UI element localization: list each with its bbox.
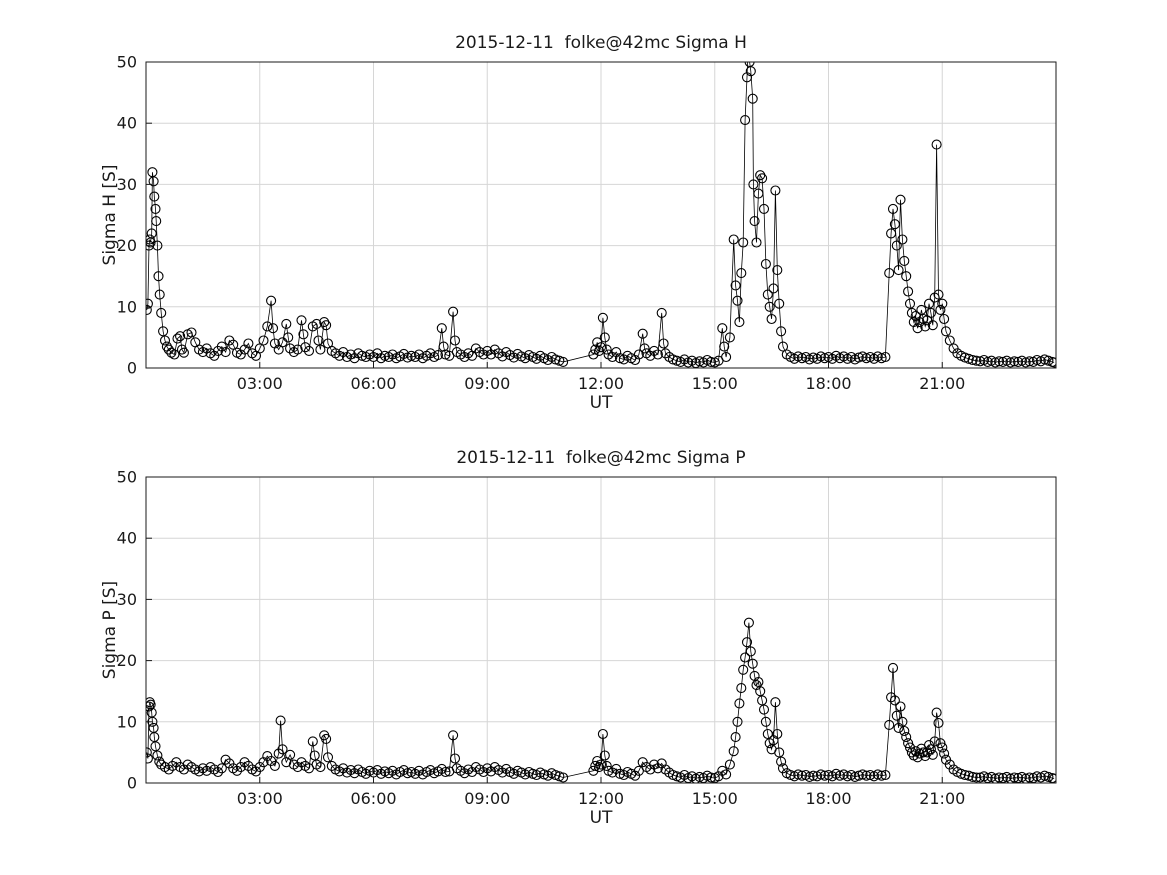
y-tick-label: 0: [127, 774, 137, 793]
y-tick-label: 20: [117, 236, 137, 255]
x-tick-label: 21:00: [919, 789, 965, 808]
sigma-p-ylabel: Sigma P [S]: [100, 580, 120, 680]
sigma-h-ylabel: Sigma H [S]: [100, 164, 120, 266]
y-tick-label: 30: [117, 590, 137, 609]
sigma-h-title: 2015-12-11 folke@42mc Sigma H: [455, 33, 747, 53]
y-tick-label: 20: [117, 651, 137, 670]
y-tick-label: 30: [117, 175, 137, 194]
y-tick-label: 40: [117, 114, 137, 133]
x-tick-label: 12:00: [578, 374, 624, 393]
y-tick-label: 0: [127, 359, 137, 378]
x-tick-label: 06:00: [350, 374, 396, 393]
x-tick-label: 21:00: [919, 374, 965, 393]
chart-1: 03:00 06:00 09:00 12:00 15:00 18:00 21:00 0 10 20…: [117, 468, 1057, 808]
y-tick-label: 10: [117, 712, 137, 731]
sigma-p-title: 2015-12-11 folke@42mc Sigma P: [456, 448, 746, 468]
sigma-p-series: [146, 617, 1056, 783]
y-tick-label: 10: [117, 297, 137, 316]
chart-0: 03:00 06:00 09:00 12:00 15:00 18:00 21:00 0 10 20…: [117, 53, 1057, 393]
y-tick-label: 50: [117, 53, 137, 72]
sigma-p-xlabel: UT: [589, 808, 613, 828]
x-tick-label: 15:00: [692, 789, 738, 808]
x-tick-label: 03:00: [237, 374, 283, 393]
y-tick-label: 40: [117, 529, 137, 548]
sigma-h-xlabel: UT: [589, 393, 613, 413]
x-tick-label: 06:00: [350, 789, 396, 808]
x-tick-label: 09:00: [464, 374, 510, 393]
x-tick-label: 15:00: [692, 374, 738, 393]
x-tick-label: 12:00: [578, 789, 624, 808]
y-tick-label: 50: [117, 468, 137, 487]
sigma-h-series: [146, 62, 1056, 368]
x-tick-label: 03:00: [237, 789, 283, 808]
x-tick-label: 18:00: [805, 374, 851, 393]
x-tick-label: 09:00: [464, 789, 510, 808]
x-tick-label: 18:00: [805, 789, 851, 808]
